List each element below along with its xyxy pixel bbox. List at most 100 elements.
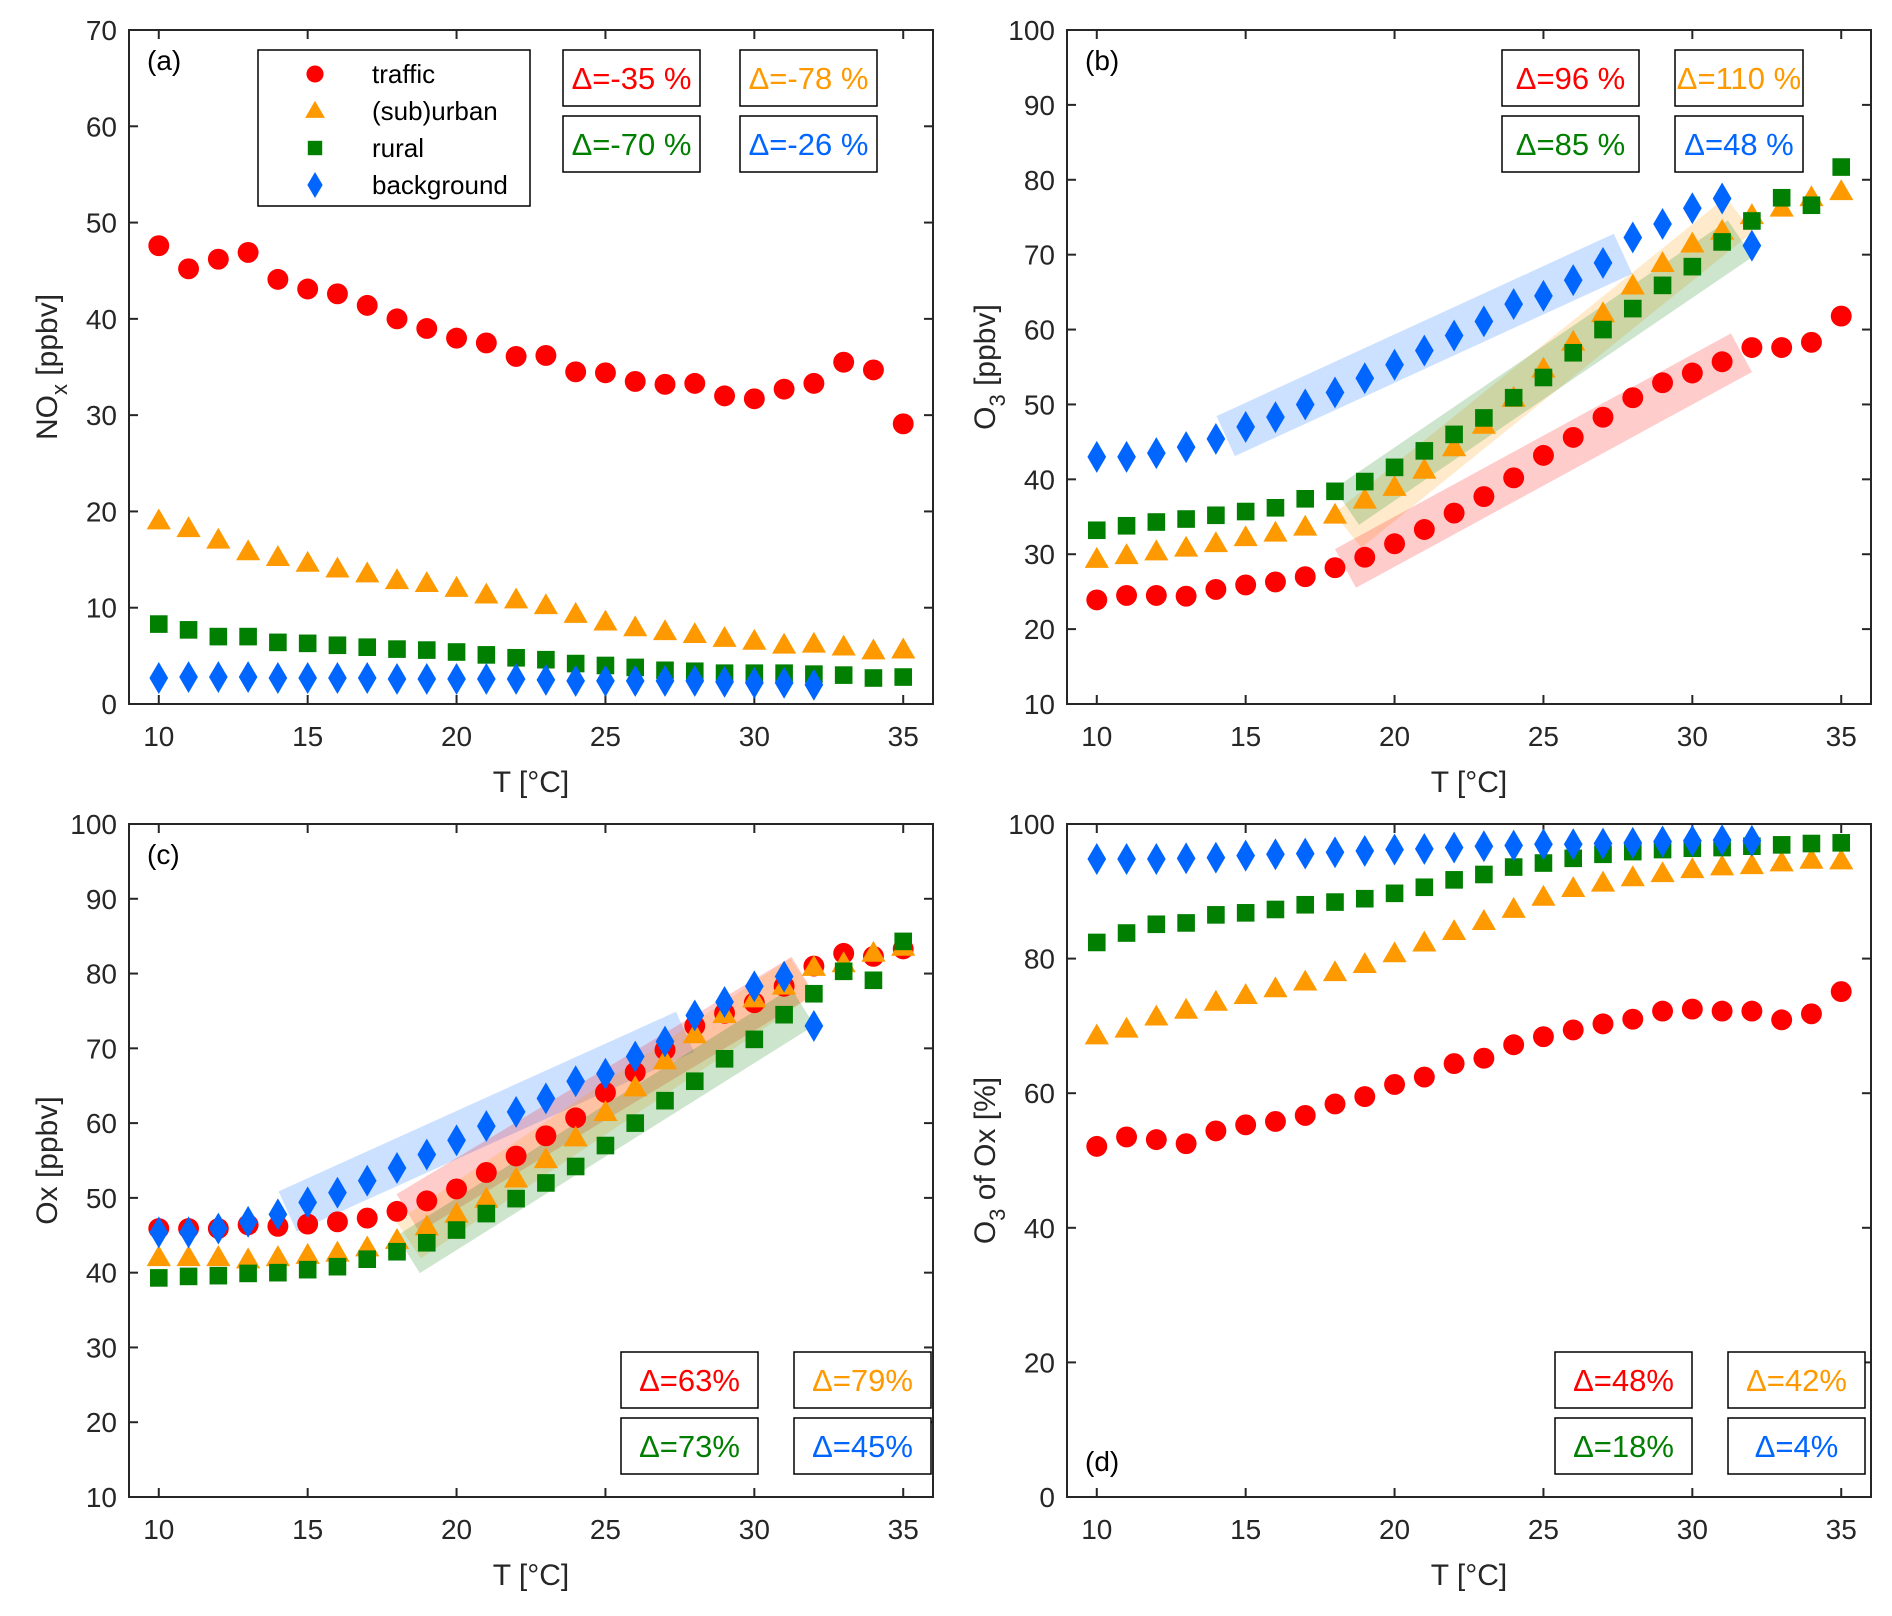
data-point-suburban: [1442, 435, 1467, 457]
data-point-rural: [1236, 904, 1255, 922]
series-traffic: [1086, 305, 1852, 611]
data-point-background: [1653, 825, 1672, 858]
data-point-traffic: [535, 344, 557, 366]
data-point-rural: [1802, 834, 1821, 853]
y-tick-label: 70: [86, 1033, 117, 1064]
y-axis-label-subscript: 3: [985, 394, 1010, 406]
data-point-background: [417, 1138, 437, 1171]
data-point-rural: [149, 1269, 168, 1287]
data-point-suburban: [1680, 231, 1705, 253]
data-point-background: [1117, 440, 1136, 473]
data-point-suburban: [206, 1245, 231, 1267]
axes-frame: [1066, 29, 1872, 705]
data-point-rural: [537, 650, 555, 669]
legend-marker-background: [307, 171, 323, 199]
data-point-traffic: [1652, 1000, 1674, 1022]
y-tick-label: 60: [86, 1108, 117, 1139]
data-point-rural: [1802, 196, 1821, 215]
y-tick-label: 100: [70, 809, 117, 840]
data-point-rural: [1385, 458, 1404, 477]
data-point-background: [596, 1057, 615, 1090]
data-point-rural: [1296, 895, 1315, 914]
data-point-background: [238, 661, 258, 693]
data-point-rural: [1594, 320, 1612, 339]
data-point-background: [149, 662, 169, 694]
data-point-rural: [775, 1005, 793, 1024]
series-traffic: [148, 235, 914, 435]
delta-label-background: Δ=48 %: [1684, 127, 1793, 162]
data-point-rural: [1207, 506, 1225, 525]
data-point-suburban: [1412, 457, 1437, 479]
legend-marker-suburban: [305, 100, 325, 118]
y-axis-label-rest: [ppbv]: [969, 304, 1002, 394]
delta-label-traffic: Δ=63%: [639, 1363, 740, 1398]
legend-label-suburban: (sub)urban: [372, 96, 498, 126]
data-point-rural: [388, 640, 406, 658]
data-point-rural: [894, 932, 913, 951]
data-point-suburban: [325, 556, 350, 578]
data-point-rural: [894, 668, 913, 686]
data-point-suburban: [1293, 514, 1318, 536]
data-point-rural: [1445, 425, 1463, 444]
series-rural: [1087, 158, 1851, 540]
data-point-rural: [805, 984, 823, 1003]
data-point-rural: [388, 1242, 406, 1261]
delta-box-rural: [620, 1417, 759, 1475]
data-point-traffic: [684, 372, 706, 394]
series-background: [149, 661, 824, 701]
delta-box-background: [1727, 1417, 1866, 1475]
data-point-rural: [149, 615, 168, 633]
delta-box-rural: [1554, 1417, 1693, 1475]
data-point-rural: [507, 1189, 525, 1208]
x-tick-label: 25: [590, 721, 621, 752]
data-point-suburban: [146, 1245, 171, 1267]
data-point-suburban: [623, 1075, 648, 1097]
data-point-suburban: [1442, 919, 1467, 941]
data-point-background: [1712, 182, 1732, 215]
data-point-rural: [864, 669, 883, 687]
data-point-traffic: [624, 370, 646, 392]
data-point-traffic: [326, 283, 348, 305]
data-point-background: [179, 1216, 198, 1249]
x-tick-label: 15: [292, 1514, 323, 1545]
panel-b: 10 15 20 25 30 35 10 20 30 40 50 60 70 80 90 100 T [°C] O…: [969, 15, 1872, 799]
data-point-background: [1414, 334, 1434, 367]
data-point-background: [1534, 828, 1553, 861]
legend-label-rural: rural: [372, 133, 424, 163]
data-point-rural: [1832, 834, 1851, 852]
series-suburban: [1084, 179, 1854, 568]
legend-label-traffic: traffic: [372, 59, 435, 89]
delta-annotations: Δ=96 % Δ=110 % Δ=85 % Δ=48 %: [1501, 49, 1804, 173]
y-tick-label: 10: [1024, 689, 1055, 720]
trend-band-rural: [396, 988, 815, 1274]
data-point-background: [1146, 843, 1166, 875]
data-point-background: [804, 1009, 824, 1042]
data-point-background: [1623, 826, 1643, 859]
data-point-rural: [566, 654, 585, 673]
data-point-traffic: [1532, 444, 1554, 466]
y-tick-label: 60: [86, 111, 117, 142]
data-point-suburban: [712, 625, 737, 647]
data-point-background: [1325, 836, 1345, 869]
data-point-traffic: [1264, 1111, 1286, 1132]
data-point-background: [387, 663, 407, 695]
y-tick-label: 50: [1024, 389, 1055, 420]
delta-label-background: Δ=-26 %: [749, 127, 869, 162]
panel-label: (d): [1085, 1446, 1119, 1477]
y-tick-label: 30: [86, 1332, 117, 1363]
data-point-background: [387, 1152, 407, 1184]
data-point-traffic: [1086, 1135, 1108, 1157]
data-point-rural: [358, 638, 377, 656]
data-point-traffic: [1652, 372, 1674, 394]
delta-label-traffic: Δ=-35 %: [572, 61, 692, 96]
data-point-traffic: [1235, 574, 1257, 596]
y-tick-label: 20: [86, 496, 117, 527]
data-point-suburban: [444, 1201, 469, 1223]
data-point-rural: [477, 1204, 496, 1223]
data-point-traffic: [505, 1145, 527, 1167]
data-point-background: [685, 664, 705, 697]
data-point-rural: [179, 621, 198, 639]
delta-box-suburban: [1674, 49, 1804, 107]
y-axis-label-subscript: 3: [985, 1209, 1010, 1221]
data-point-suburban: [682, 622, 707, 644]
